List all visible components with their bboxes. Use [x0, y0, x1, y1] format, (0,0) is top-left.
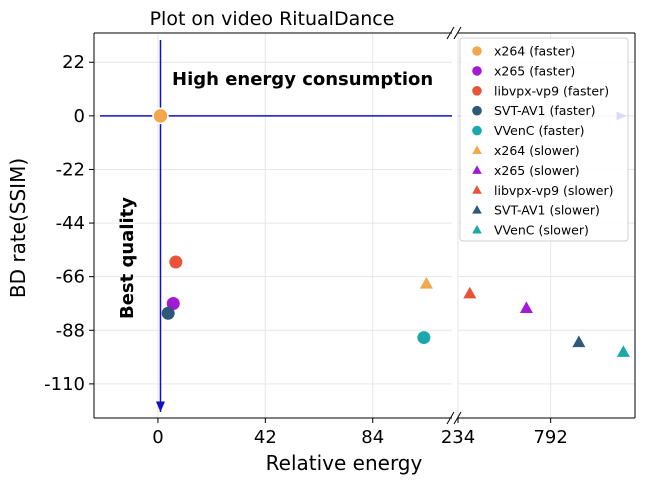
data-point-reference — [152, 107, 169, 125]
data-point — [161, 306, 175, 320]
data-point — [572, 335, 586, 348]
data-point — [417, 331, 431, 345]
legend-label: x264 (slower) — [494, 143, 580, 158]
legend-marker — [472, 165, 482, 174]
axis-break-mark — [446, 411, 455, 425]
legend-marker — [472, 224, 482, 234]
legend-marker — [472, 46, 482, 56]
legend-label: SVT-AV1 (faster) — [494, 103, 596, 118]
axes — [89, 26, 636, 425]
chart-title: Plot on video RitualDance — [150, 8, 395, 30]
x-axis-title: Relative energy — [266, 451, 423, 475]
legend-marker — [472, 66, 482, 76]
legend: x264 (faster) x265 (faster) libvpx-vp9 (fa… — [459, 37, 629, 242]
legend-marker — [472, 205, 482, 214]
y-tick-label: -22 — [56, 159, 85, 180]
axis-break-mark — [453, 26, 462, 40]
legend-label: libvpx-vp9 (faster) — [494, 83, 609, 98]
legend-marker — [472, 185, 482, 194]
annotation-best-quality: Best quality — [117, 197, 138, 319]
y-tick-label: 0 — [74, 106, 85, 127]
y-tick-label: 22 — [62, 52, 85, 73]
legend-marker — [472, 145, 482, 154]
legend-label: SVT-AV1 (slower) — [494, 203, 600, 218]
data-points — [152, 107, 630, 357]
x-tick-label: 0 — [152, 427, 163, 448]
data-point — [616, 345, 630, 357]
y-tick-label: -66 — [56, 267, 85, 288]
annotation-high-energy: High energy consumption — [172, 69, 433, 90]
data-point — [169, 255, 183, 269]
axis-break-mark — [453, 411, 462, 425]
legend-label: VVenC (slower) — [494, 223, 589, 238]
y-tick-label: -110 — [44, 374, 85, 395]
data-point — [463, 286, 477, 299]
data-point — [166, 296, 180, 310]
y-tick-label: -88 — [56, 320, 85, 341]
x-tick-label: 42 — [254, 427, 277, 448]
legend-marker — [472, 125, 482, 136]
x-tick-label: 84 — [361, 427, 384, 448]
legend-marker — [472, 86, 482, 96]
legend-label: libvpx-vp9 (slower) — [494, 183, 613, 198]
y-axis-title: BD rate(SSIM) — [6, 158, 30, 298]
legend-box — [459, 37, 629, 242]
x-tick-label: 234 — [441, 427, 475, 448]
legend-label: VVenC (faster) — [494, 123, 585, 138]
data-point — [419, 276, 433, 289]
y-tick-label: -44 — [56, 213, 85, 234]
data-point — [519, 301, 533, 314]
tick-labels: 22 0 -22 -44 -66 -88 -110 0 42 84 234 792 — [44, 52, 568, 448]
legend-label: x264 (faster) — [494, 44, 575, 59]
axis-break-mark — [446, 26, 455, 40]
legend-label: x265 (slower) — [494, 163, 580, 178]
legend-label: x265 (faster) — [494, 63, 575, 78]
legend-marker — [472, 105, 482, 116]
x-tick-label: 792 — [533, 427, 567, 448]
